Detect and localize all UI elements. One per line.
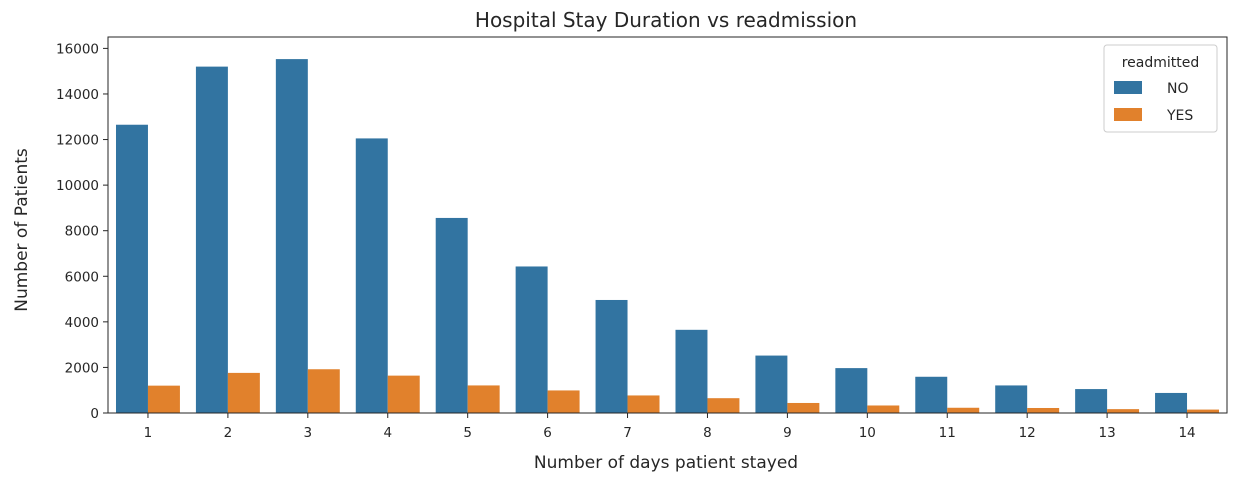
- legend: readmitted NO YES: [1103, 44, 1218, 133]
- bar-no-9: [755, 355, 788, 413]
- bar-yes-13: [1107, 409, 1140, 413]
- bar-no-3: [275, 59, 308, 413]
- x-tick-label: 2: [224, 425, 233, 441]
- legend-label-yes: YES: [1166, 108, 1193, 124]
- x-tick-label: 12: [1019, 425, 1036, 441]
- bars-group: [115, 59, 1220, 414]
- bar-yes-10: [867, 405, 900, 413]
- bar-yes-6: [547, 390, 580, 413]
- bar-yes-11: [947, 407, 980, 413]
- bar-no-13: [1075, 389, 1108, 413]
- legend-label-no: NO: [1167, 81, 1189, 97]
- x-tick-label: 11: [939, 425, 956, 441]
- y-tick-label: 4000: [65, 315, 99, 331]
- y-tick-label: 8000: [65, 224, 99, 240]
- y-tick-label: 2000: [65, 360, 99, 376]
- y-tick-label: 6000: [65, 269, 99, 285]
- y-tick-label: 0: [90, 406, 99, 422]
- y-tick-label: 10000: [56, 178, 99, 194]
- y-axis-label: Number of Patients: [12, 148, 32, 312]
- y-tick-label: 12000: [56, 133, 99, 149]
- bar-yes-4: [387, 375, 420, 413]
- bar-yes-2: [227, 372, 260, 413]
- y-tick-label: 16000: [56, 41, 99, 57]
- bar-yes-12: [1027, 407, 1060, 413]
- legend-swatch-yes: [1114, 108, 1142, 121]
- x-tick-label: 4: [383, 425, 392, 441]
- bar-no-6: [515, 266, 548, 413]
- x-tick-label: 14: [1178, 425, 1195, 441]
- bar-no-11: [915, 376, 948, 413]
- plot-frame: [107, 36, 1228, 414]
- x-tick-label: 7: [623, 425, 632, 441]
- x-axis-label: Number of days patient stayed: [534, 453, 798, 473]
- legend-title: readmitted: [1122, 55, 1200, 71]
- bar-no-10: [835, 368, 868, 413]
- bar-no-5: [435, 217, 468, 413]
- bar-no-7: [595, 299, 628, 413]
- x-tick-label: 6: [543, 425, 552, 441]
- x-tick-label: 3: [304, 425, 313, 441]
- x-tick-label: 13: [1099, 425, 1116, 441]
- bar-no-12: [995, 385, 1028, 413]
- x-tick-label: 1: [144, 425, 153, 441]
- bar-yes-8: [707, 398, 740, 413]
- x-tick-label: 8: [703, 425, 712, 441]
- bar-no-8: [675, 329, 708, 413]
- bar-yes-3: [307, 369, 340, 413]
- x-tick-label: 10: [859, 425, 876, 441]
- bar-yes-7: [627, 395, 660, 413]
- bar-yes-5: [467, 385, 500, 413]
- bar-yes-9: [787, 402, 820, 413]
- bar-yes-1: [147, 385, 180, 413]
- x-tick-label: 5: [463, 425, 472, 441]
- bar-no-2: [195, 66, 228, 414]
- y-tick-label: 14000: [56, 87, 99, 103]
- chart-title: Hospital Stay Duration vs readmission: [475, 8, 857, 32]
- bar-no-1: [115, 124, 148, 413]
- bar-yes-14: [1187, 409, 1220, 413]
- legend-swatch-no: [1114, 81, 1142, 94]
- bar-no-14: [1155, 392, 1188, 413]
- x-tick-label: 9: [783, 425, 792, 441]
- bar-no-4: [355, 138, 388, 413]
